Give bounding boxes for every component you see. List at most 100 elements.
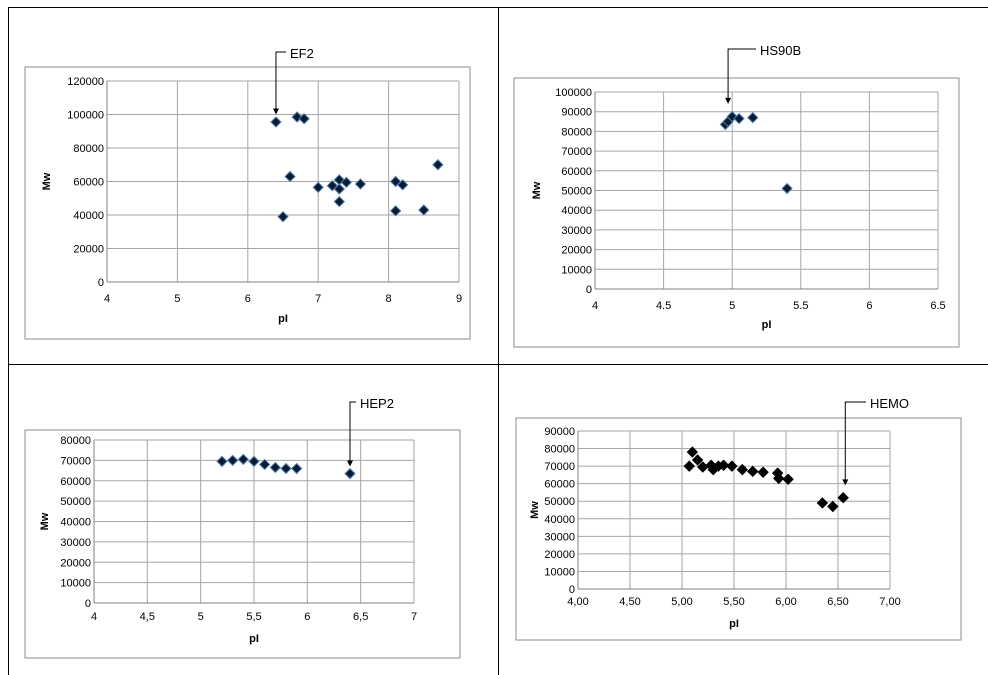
data-point [816, 497, 829, 509]
data-point [432, 159, 444, 171]
annotation-arrow-line [727, 48, 756, 99]
data-point [683, 460, 695, 472]
data-point [237, 453, 250, 466]
data-point [333, 195, 346, 208]
y-tick-label: 20000 [544, 549, 575, 561]
y-tick-label: 30000 [561, 225, 592, 237]
annotation-arrow-head [842, 479, 849, 486]
data-point [277, 210, 289, 223]
x-tick-label: 4 [104, 293, 110, 305]
x-tick-label: 4 [91, 611, 97, 623]
annotation-label-hep2: HEP2 [360, 396, 394, 411]
data-point [757, 466, 769, 478]
data-point [418, 204, 430, 216]
data-point [837, 492, 849, 504]
x-tick-label: 4,50 [619, 596, 640, 608]
annotation-label-hs90b: HS90B [760, 43, 801, 58]
y-tick-label: 70000 [561, 146, 592, 158]
y-tick-label: 80000 [544, 444, 575, 456]
data-point [781, 182, 793, 195]
y-tick-label: 120000 [67, 76, 104, 88]
data-point [686, 446, 699, 458]
data-point [258, 458, 271, 471]
data-point [747, 111, 759, 124]
y-axis-label: Mw [39, 512, 51, 530]
x-tick-label: 7 [315, 293, 321, 305]
data-point [270, 116, 282, 128]
annotation-arrow-line [275, 51, 286, 110]
data-point [773, 472, 785, 485]
x-tick-label: 7,00 [879, 596, 900, 608]
data-point [344, 467, 356, 480]
y-tick-label: 60000 [544, 479, 575, 491]
x-tick-label: 4 [592, 300, 598, 312]
y-tick-label: 70000 [60, 455, 91, 467]
outer-left-border [8, 7, 9, 675]
data-point [726, 460, 738, 472]
y-tick-label: 50000 [561, 186, 592, 198]
data-point [747, 465, 759, 478]
annotation-arrow-line [844, 401, 866, 481]
x-tick-label: 7 [411, 611, 417, 623]
y-tick-label: 20000 [60, 557, 91, 569]
x-tick-label: 8 [386, 293, 392, 305]
y-tick-label: 70000 [544, 461, 575, 473]
data-point [717, 459, 730, 471]
annotation-arrow-line [349, 401, 356, 462]
chart-frame [24, 429, 461, 659]
x-tick-label: 9 [456, 293, 462, 305]
data-point [280, 462, 292, 475]
grid-horizontal-divider [8, 364, 988, 365]
y-tick-label: 40000 [60, 517, 91, 529]
data-point [216, 455, 228, 468]
annotation-label-ef2: EF2 [290, 46, 314, 61]
x-tick-label: 4,00 [567, 596, 588, 608]
data-point [340, 176, 353, 189]
data-point [290, 462, 303, 475]
x-tick-label: 5 [729, 300, 735, 312]
y-tick-label: 80000 [60, 435, 91, 447]
data-point [691, 454, 704, 466]
x-tick-label: 6 [866, 300, 872, 312]
y-tick-label: 50000 [544, 496, 575, 508]
y-tick-label: 0 [586, 284, 592, 296]
y-tick-label: 20000 [73, 244, 104, 256]
y-tick-label: 40000 [561, 205, 592, 217]
annotation-arrow-head [272, 108, 279, 115]
chart-frame [513, 77, 960, 348]
x-axis-label: pI [278, 313, 288, 325]
y-tick-label: 60000 [73, 177, 104, 189]
x-tick-label: 5 [198, 611, 204, 623]
data-point [733, 112, 745, 125]
data-point [333, 183, 346, 195]
x-tick-label: 6 [245, 293, 251, 305]
data-point [354, 178, 367, 190]
data-point [298, 112, 310, 125]
y-tick-label: 80000 [561, 126, 592, 138]
y-tick-label: 60000 [561, 166, 592, 178]
x-tick-label: 5,5 [246, 611, 261, 623]
y-tick-label: 80000 [73, 143, 104, 155]
data-point [736, 463, 749, 476]
data-point [389, 205, 402, 217]
data-point [782, 473, 794, 485]
y-tick-label: 60000 [60, 476, 91, 488]
annotation-arrow-head [725, 97, 732, 104]
y-tick-label: 50000 [60, 496, 91, 508]
x-tick-label: 5 [174, 293, 180, 305]
x-tick-label: 6,00 [775, 596, 796, 608]
x-tick-label: 5,50 [723, 596, 744, 608]
data-point [284, 170, 296, 183]
y-axis-label: Mw [41, 172, 53, 190]
y-tick-label: 10000 [60, 578, 91, 590]
x-tick-label: 5.5 [793, 300, 808, 312]
y-tick-label: 30000 [60, 537, 91, 549]
x-tick-label: 6,5 [353, 611, 368, 623]
y-tick-label: 10000 [544, 566, 575, 578]
x-tick-label: 6.5 [930, 300, 945, 312]
x-axis-label: pI [249, 633, 259, 645]
y-tick-label: 100000 [67, 110, 104, 122]
